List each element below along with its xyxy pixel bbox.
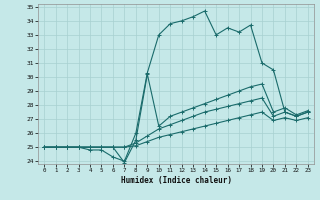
X-axis label: Humidex (Indice chaleur): Humidex (Indice chaleur) bbox=[121, 176, 231, 185]
